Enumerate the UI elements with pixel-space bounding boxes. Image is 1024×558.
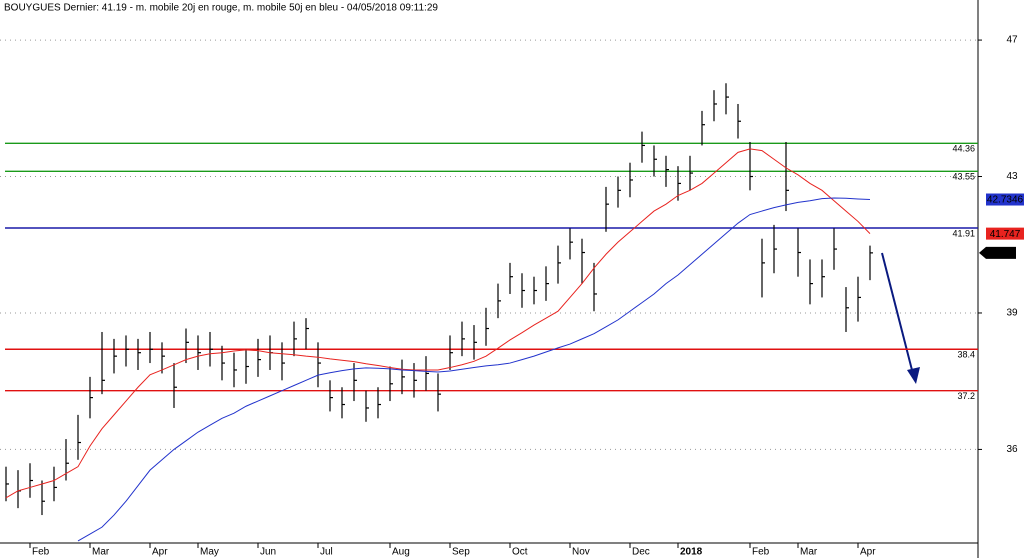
level-label: 41.91 (952, 228, 975, 238)
last-price-label: 41.19 (988, 248, 1013, 259)
x-tick-label: Nov (572, 547, 590, 558)
level-label: 38.4 (957, 350, 975, 360)
last-price-tag (986, 246, 1016, 259)
x-tick-label: Jun (260, 547, 276, 558)
value-tag (986, 193, 1024, 206)
value-tag (986, 227, 1024, 240)
value-tag-label: 42.7346 (987, 195, 1024, 206)
level-label: 43.55 (952, 172, 975, 182)
x-tick-label: Mar (800, 547, 818, 558)
x-tick-label: Feb (752, 547, 770, 558)
trend-arrow (881, 252, 920, 384)
last-price-pointer (979, 246, 986, 259)
x-tick-label: Dec (632, 547, 650, 558)
y-tick-label: 39 (1006, 308, 1018, 319)
x-tick-label: May (200, 547, 219, 558)
x-tick-label: 2018 (680, 547, 703, 558)
y-tick-label: 47 (1006, 35, 1018, 46)
x-tick-label: Apr (860, 547, 876, 558)
y-tick-label: 36 (1006, 444, 1018, 455)
level-label: 44.36 (952, 144, 975, 154)
level-label: 37.2 (957, 391, 975, 401)
chart-title: BOUYGUES Dernier: 41.19 - m. mobile 20j … (4, 3, 438, 14)
x-tick-label: Jul (320, 547, 333, 558)
y-tick-label: 43 (1006, 171, 1018, 182)
x-tick-label: Sep (452, 547, 470, 558)
x-tick-label: Oct (512, 547, 528, 558)
x-tick-label: Feb (32, 547, 50, 558)
x-tick-label: Apr (152, 547, 168, 558)
x-tick-label: Aug (392, 547, 410, 558)
value-tag-label: 41.747 (990, 229, 1021, 240)
moving-average (77, 197, 871, 542)
moving-average (5, 148, 871, 499)
x-tick-label: Mar (92, 547, 110, 558)
